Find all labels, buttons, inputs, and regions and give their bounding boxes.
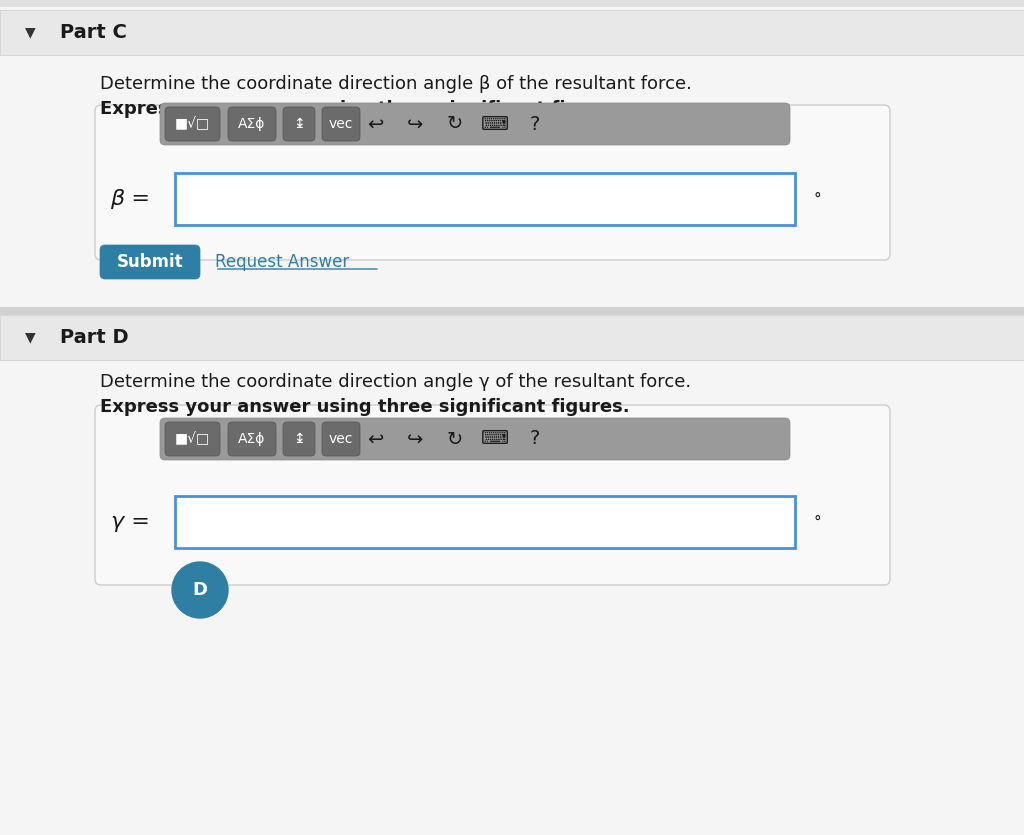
Text: AΣϕ: AΣϕ [239,432,265,446]
Circle shape [172,562,228,618]
FancyBboxPatch shape [160,418,790,460]
Text: Part C: Part C [60,23,127,42]
Bar [0,0,1024,7]
Bar [175,496,795,548]
Bar [175,173,795,225]
Text: ↨: ↨ [293,117,305,131]
FancyBboxPatch shape [283,422,315,456]
Text: γ =: γ = [111,512,150,532]
FancyBboxPatch shape [165,107,220,141]
Text: ↻: ↻ [446,429,463,448]
Text: Express your answer using three significant figures.: Express your answer using three signific… [100,100,630,118]
Text: ↪: ↪ [407,429,423,448]
Text: ■√□: ■√□ [175,432,210,446]
Text: °: ° [813,191,821,206]
FancyBboxPatch shape [165,422,220,456]
Text: Request Answer: Request Answer [215,253,349,271]
Text: vec: vec [329,117,353,131]
Text: ⌨: ⌨ [481,114,509,134]
Text: ⌨: ⌨ [481,429,509,448]
FancyBboxPatch shape [95,105,890,260]
Text: ■√□: ■√□ [175,117,210,131]
Text: ↩: ↩ [367,114,383,134]
FancyBboxPatch shape [322,422,360,456]
FancyBboxPatch shape [100,245,200,279]
Text: ▼: ▼ [25,26,35,39]
Text: ↩: ↩ [367,429,383,448]
Text: Express your answer using three significant figures.: Express your answer using three signific… [100,398,630,416]
FancyBboxPatch shape [228,107,276,141]
Text: Part D: Part D [60,328,129,347]
Text: D: D [193,581,208,599]
FancyBboxPatch shape [160,103,790,145]
Text: ↻: ↻ [446,114,463,134]
FancyBboxPatch shape [228,422,276,456]
FancyBboxPatch shape [322,107,360,141]
Text: ?: ? [529,114,541,134]
Bar [0,10,1024,55]
Text: ↪: ↪ [407,114,423,134]
Text: Determine the coordinate direction angle γ of the resultant force.: Determine the coordinate direction angle… [100,373,691,391]
Text: vec: vec [329,432,353,446]
Bar [0,307,1024,315]
Text: Submit: Submit [117,253,183,271]
Text: Determine the coordinate direction angle β of the resultant force.: Determine the coordinate direction angle… [100,75,692,93]
Text: AΣϕ: AΣϕ [239,117,265,131]
FancyBboxPatch shape [95,405,890,585]
Text: ↨: ↨ [293,432,305,446]
Text: ?: ? [529,429,541,448]
Text: β =: β = [110,189,150,209]
FancyBboxPatch shape [283,107,315,141]
Bar [0,315,1024,360]
Text: °: ° [813,514,821,529]
Text: ▼: ▼ [25,331,35,345]
